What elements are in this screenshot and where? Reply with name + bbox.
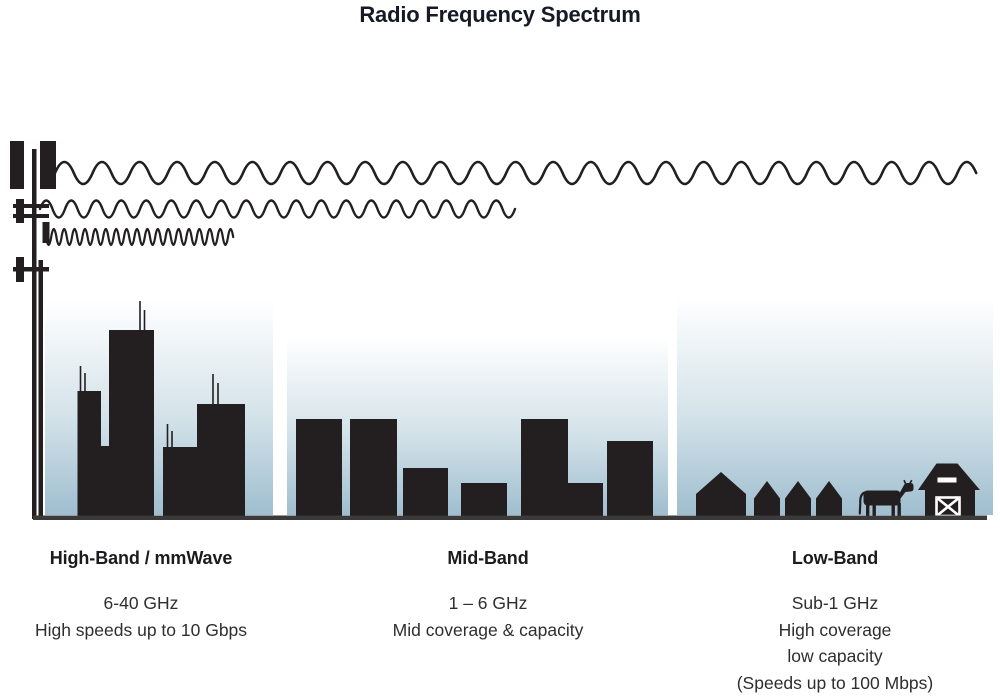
band-label-low: Low-Band Sub-1 GHz High coverage low cap… <box>665 548 1000 696</box>
band-details-mid: 1 – 6 GHz Mid coverage & capacity <box>318 590 658 643</box>
town-buildings-icon <box>296 419 653 518</box>
cell-tower-icon <box>10 141 56 519</box>
band-line: low capacity <box>787 646 883 666</box>
medium-wave-icon <box>38 199 517 219</box>
band-details-low: Sub-1 GHz High coverage low capacity (Sp… <box>665 590 1000 696</box>
ground-line <box>33 515 987 520</box>
page-title: Radio Frequency Spectrum <box>359 2 641 27</box>
city-skyline-with-antennas-icon <box>77 301 245 518</box>
band-details-high: 6-40 GHz High speeds up to 10 Gbps <box>0 590 311 643</box>
band-line: (Speeds up to 100 Mbps) <box>736 672 934 693</box>
rural-houses-icon <box>696 472 842 518</box>
band-line: 6-40 GHz <box>103 593 179 613</box>
long-wave-icon <box>53 160 978 186</box>
short-wave-icon <box>44 227 235 247</box>
band-label-mid: Mid-Band 1 – 6 GHz Mid coverage & capaci… <box>318 548 658 643</box>
band-line: Sub-1 GHz <box>791 593 879 613</box>
band-line: Mid coverage & capacity <box>392 619 584 640</box>
band-line: 1 – 6 GHz <box>448 593 528 613</box>
band-heading-high: High-Band / mmWave <box>49 548 233 568</box>
barn-icon <box>918 463 980 518</box>
band-heading-mid: Mid-Band <box>447 548 529 568</box>
band-label-high: High-Band / mmWave 6-40 GHz High speeds … <box>0 548 311 643</box>
band-line: High coverage <box>778 619 892 640</box>
cow-icon <box>858 479 914 518</box>
band-heading-low: Low-Band <box>791 548 879 568</box>
band-line: High speeds up to 10 Gbps <box>34 619 248 640</box>
radio-waves <box>38 160 978 247</box>
